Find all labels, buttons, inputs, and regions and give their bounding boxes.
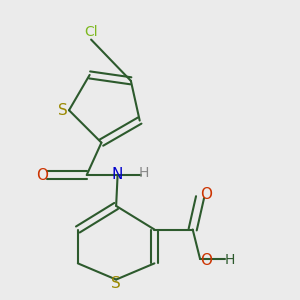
Text: H: H xyxy=(138,166,149,180)
Text: Cl: Cl xyxy=(84,25,98,39)
Text: O: O xyxy=(200,187,212,202)
Text: H: H xyxy=(224,254,235,267)
Text: O: O xyxy=(37,167,49,182)
Text: S: S xyxy=(111,277,121,292)
Text: O: O xyxy=(200,253,212,268)
Text: N: N xyxy=(112,167,123,182)
Text: S: S xyxy=(58,103,68,118)
